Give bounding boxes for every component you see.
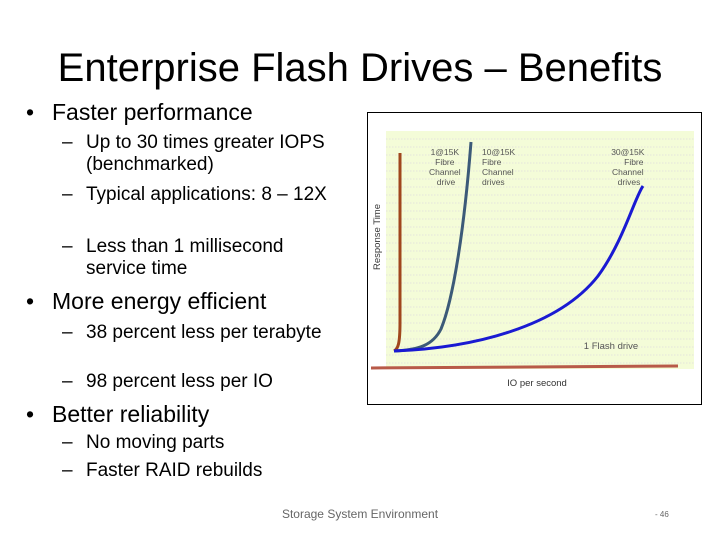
bullet-dot: • (26, 288, 35, 314)
sub-bullet: – Typical applications: 8 – 12X (62, 184, 332, 206)
series-line-10-fc-drives (393, 141, 473, 353)
sub-bullet: – Less than 1 millisecond service time (62, 236, 332, 280)
dash-marker: – (62, 322, 73, 343)
dash-marker: – (62, 236, 73, 257)
sub-bullet-text: 98 percent less per IO (86, 371, 273, 392)
dash-marker: – (62, 132, 73, 153)
bullet-better-reliability: • Better reliability (26, 401, 209, 428)
series-label-line: drives (482, 177, 505, 187)
bullet-dot: • (26, 99, 35, 125)
sub-bullet: –98 percent less per IO (62, 371, 332, 393)
sub-bullet-text: Faster RAID rebuilds (86, 460, 263, 481)
dash-marker: – (62, 460, 73, 481)
sub-bullet-text: 38 percent less per terabyte (86, 322, 322, 343)
sub-bullet-text: Up to 30 times greater IOPS (benchmarked… (86, 132, 325, 175)
series-label-line: Fibre (482, 157, 502, 167)
sub-bullet: – Faster RAID rebuilds (62, 460, 332, 482)
y-axis-label: Response Time (372, 204, 383, 270)
series-label-line: 10@15K (482, 147, 516, 157)
dash-marker: – (62, 371, 73, 392)
response-time-chart: 1@15K Fibre Channel drive 10@15K Fibre C… (366, 111, 703, 406)
bullet-text: Better reliability (52, 401, 210, 427)
series-label-line: Fibre (435, 157, 455, 167)
series-label-1-fc-drive: 1@15K Fibre Channel drive (429, 147, 463, 187)
series-label-line: Channel (612, 167, 644, 177)
series-label-30-fc-drives: 30@15K Fibre Channel drives (611, 147, 647, 187)
dash-marker: – (62, 184, 73, 205)
sub-bullet: – No moving parts (62, 432, 332, 454)
chart-svg: 1@15K Fibre Channel drive 10@15K Fibre C… (366, 111, 703, 406)
series-label-line: Channel (482, 167, 514, 177)
series-label-1-flash-drive: 1 Flash drive (584, 341, 638, 352)
bullet-faster-performance: • Faster performance (26, 99, 253, 126)
bullet-energy-efficient: • More energy efficient (26, 288, 266, 315)
series-line-30-fc-drives (393, 185, 645, 353)
bullet-text: More energy efficient (52, 288, 267, 314)
sub-bullet-text: Less than 1 millisecond service time (86, 236, 284, 279)
series-line-1-flash-drive (370, 364, 679, 370)
series-label-line: Channel (429, 167, 461, 177)
slide-title: Enterprise Flash Drives – Benefits (57, 46, 663, 90)
series-label-line: 1@15K (431, 147, 460, 157)
dash-marker: – (62, 432, 73, 453)
page-number: - 46 (655, 510, 669, 519)
series-label-line: drives (618, 177, 641, 187)
series-label-line: Fibre (624, 157, 644, 167)
bullet-text: Faster performance (52, 99, 253, 125)
series-label-10-fc-drives: 10@15K Fibre Channel drives (482, 147, 518, 187)
grid-lines (386, 138, 694, 364)
sub-bullet: – Up to 30 times greater IOPS (benchmarke… (62, 132, 332, 176)
bullet-dot: • (26, 401, 35, 427)
series-label-line: 30@15K (611, 147, 645, 157)
sub-bullet-text: Typical applications: 8 – 12X (86, 184, 327, 205)
slide-footer: Storage System Environment (281, 507, 439, 521)
series-label-line: drive (437, 177, 456, 187)
series-label-line: 1 Flash drive (584, 341, 638, 352)
sub-bullet: –38 percent less per terabyte (62, 322, 332, 344)
sub-bullet-text: No moving parts (86, 432, 225, 453)
x-axis-label: IO per second (507, 378, 567, 389)
